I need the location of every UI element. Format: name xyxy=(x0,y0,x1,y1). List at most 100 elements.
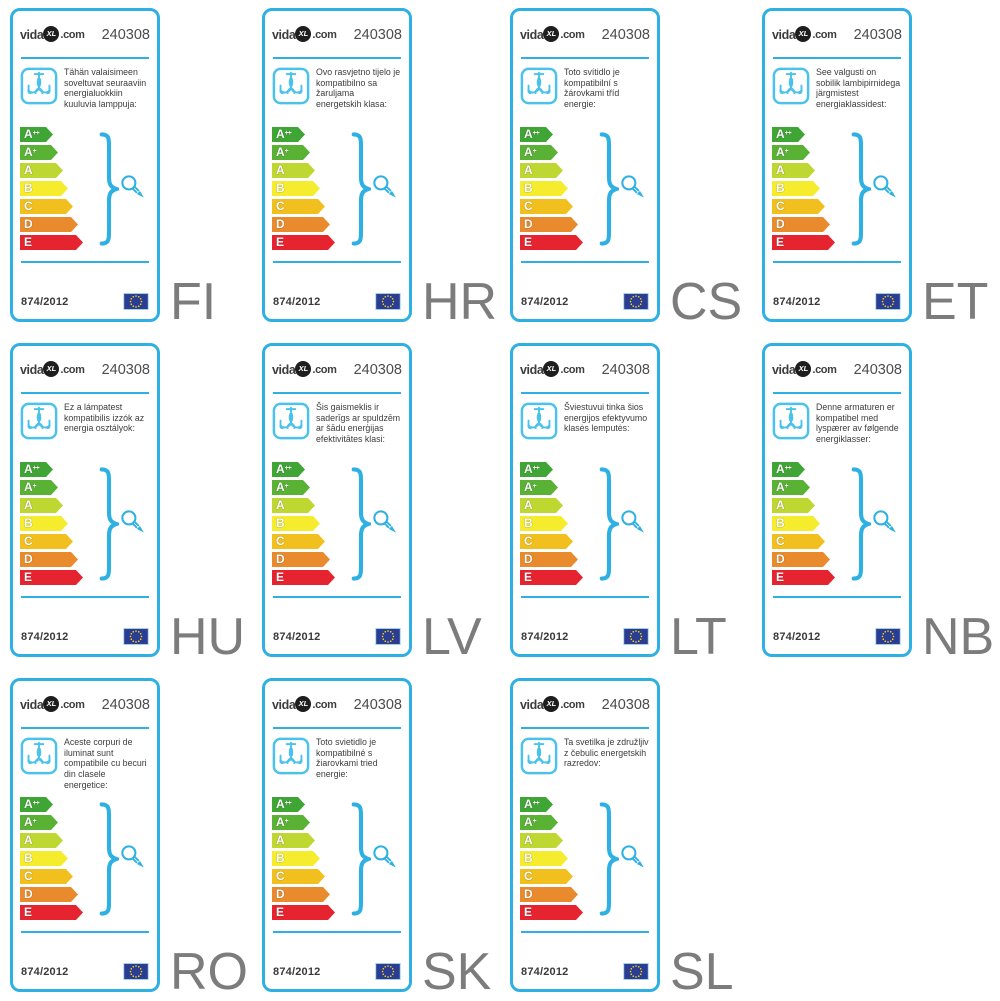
label-footer: 874/2012 xyxy=(20,293,150,319)
chandelier-icon xyxy=(772,402,810,440)
eu-flag-icon xyxy=(123,963,149,980)
compatibility-info: Ta svetilka je združljiv z čebulic energ… xyxy=(520,737,650,787)
energy-class-letter: D xyxy=(524,552,533,567)
energy-class-letter: B xyxy=(24,516,33,531)
energy-class-arrows: A++ A+ A B C D E xyxy=(20,127,150,250)
energy-class-letter: B xyxy=(524,516,533,531)
energy-scale: A++ A+ A B C D E xyxy=(272,797,402,923)
label-header: vida XL .com 240308 xyxy=(272,346,402,392)
brace-icon xyxy=(599,132,619,246)
energy-class-letter: A xyxy=(524,833,533,848)
eu-flag-icon xyxy=(623,293,649,310)
logo-text-com: .com xyxy=(60,364,85,376)
energy-class-letter: C xyxy=(776,534,785,549)
energy-scale: A++ A+ A B C D E xyxy=(520,797,650,923)
energy-class-letter: B xyxy=(24,181,33,196)
energy-class-letter: C xyxy=(24,869,33,884)
regulation-number: 874/2012 xyxy=(273,630,321,643)
energy-class-c-arrow: C xyxy=(520,869,573,884)
energy-class-letter: D xyxy=(776,217,785,232)
label-description: Ovo rasvjetno tijelo je kompatibilno sa … xyxy=(316,67,401,110)
energy-class-a-plus-arrow: A+ xyxy=(20,480,58,495)
energy-class-letter: A+ xyxy=(524,145,536,160)
compatibility-info: Aceste corpuri de iluminat sunt compatib… xyxy=(20,737,150,790)
brace-icon xyxy=(351,802,371,916)
vidaxl-logo: vida XL .com xyxy=(272,26,337,44)
brace-icon xyxy=(599,802,619,916)
energy-scale: A++ A+ A B C D E xyxy=(520,462,650,588)
footer-divider xyxy=(521,261,649,263)
energy-class-letter: A++ xyxy=(276,462,291,477)
energy-class-letter: A++ xyxy=(24,797,39,812)
energy-class-arrows: A++ A+ A B C D E xyxy=(20,797,150,920)
vidaxl-logo: vida XL .com xyxy=(520,26,585,44)
energy-class-letter: A++ xyxy=(524,797,539,812)
energy-label-card: vida XL .com 240308 Šis gaismeklis ir sa… xyxy=(262,343,412,657)
logo-xl-icon: XL xyxy=(543,696,560,712)
logo-xl-icon: XL xyxy=(295,361,312,377)
label-header: vida XL .com 240308 xyxy=(520,11,650,57)
energy-class-b-arrow: B xyxy=(272,181,320,196)
compatibility-info: Šviestuvui tinka šios energijos efektyvu… xyxy=(520,402,650,452)
energy-class-letter: A+ xyxy=(24,815,36,830)
logo-xl-icon: XL xyxy=(43,696,60,712)
energy-class-d-arrow: D xyxy=(20,217,78,232)
energy-class-letter: B xyxy=(524,851,533,866)
energy-class-letter: A xyxy=(276,498,285,513)
energy-class-letter: A+ xyxy=(776,480,788,495)
energy-class-letter: B xyxy=(524,181,533,196)
header-divider xyxy=(521,727,649,729)
energy-class-letter: A xyxy=(524,163,533,178)
energy-class-d-arrow: D xyxy=(20,887,78,902)
energy-class-c-arrow: C xyxy=(272,199,325,214)
product-number: 240308 xyxy=(601,697,650,713)
label-footer: 874/2012 xyxy=(520,628,650,654)
footer-divider xyxy=(773,596,901,598)
logo-text-vida: vida xyxy=(520,28,544,42)
logo-xl-icon: XL xyxy=(795,26,812,42)
energy-class-letter: C xyxy=(276,199,285,214)
energy-class-e-arrow: E xyxy=(272,905,335,920)
energy-class-d-arrow: D xyxy=(272,552,330,567)
energy-class-arrows: A++ A+ A B C D E xyxy=(272,797,402,920)
footer-divider xyxy=(273,596,401,598)
energy-label-cell: vida XL .com 240308 Ovo rasvjetno tijelo… xyxy=(262,8,514,328)
energy-class-letter: C xyxy=(524,869,533,884)
energy-class-a-plus-plus-arrow: A++ xyxy=(20,462,53,477)
header-divider xyxy=(273,57,401,59)
logo-text-com: .com xyxy=(312,29,337,41)
energy-class-a-arrow: A xyxy=(272,833,315,848)
brace-icon xyxy=(599,467,619,581)
logo-text-com: .com xyxy=(812,29,837,41)
label-description: Šviestuvui tinka šios energijos efektyvu… xyxy=(564,402,648,434)
eu-flag-icon xyxy=(875,293,901,310)
logo-text-vida: vida xyxy=(772,363,796,377)
energy-class-a-arrow: A xyxy=(272,163,315,178)
logo-text-vida: vida xyxy=(520,363,544,377)
label-header: vida XL .com 240308 xyxy=(20,11,150,57)
compatibility-info: Toto svítidlo je kompatibilní s žárovkam… xyxy=(520,67,650,117)
energy-label-cell: vida XL .com 240308 Denne armaturen er k… xyxy=(762,343,1000,663)
vidaxl-logo: vida XL .com xyxy=(772,361,837,379)
energy-class-letter: A+ xyxy=(776,145,788,160)
vidaxl-logo: vida XL .com xyxy=(520,696,585,714)
vidaxl-logo: vida XL .com xyxy=(520,361,585,379)
language-code: RO xyxy=(170,943,248,1001)
logo-xl-icon: XL xyxy=(295,26,312,42)
header-divider xyxy=(21,727,149,729)
chandelier-icon xyxy=(272,737,310,775)
energy-class-arrows: A++ A+ A B C D E xyxy=(20,462,150,585)
product-number: 240308 xyxy=(101,27,150,43)
logo-text-vida: vida xyxy=(272,28,296,42)
energy-class-a-plus-plus-arrow: A++ xyxy=(772,127,805,142)
energy-class-a-plus-plus-arrow: A++ xyxy=(20,797,53,812)
energy-class-e-arrow: E xyxy=(20,235,83,250)
eu-flag-icon xyxy=(623,628,649,645)
label-footer: 874/2012 xyxy=(20,963,150,989)
logo-text-vida: vida xyxy=(272,363,296,377)
energy-class-a-plus-plus-arrow: A++ xyxy=(272,127,305,142)
logo-xl-icon: XL xyxy=(43,26,60,42)
brace-icon xyxy=(351,132,371,246)
energy-class-letter: C xyxy=(276,869,285,884)
